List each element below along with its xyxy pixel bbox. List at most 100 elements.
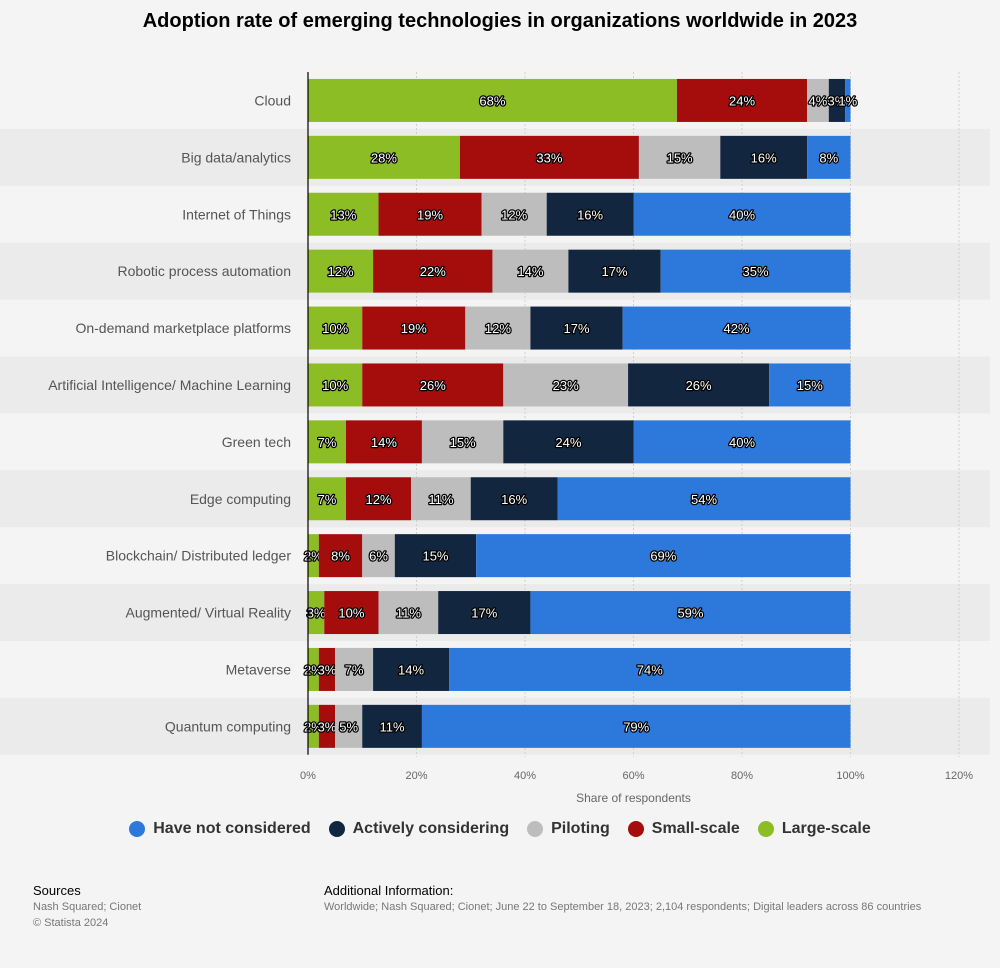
- bar-segment: [318, 534, 363, 578]
- data-label: 12%: [501, 207, 527, 222]
- category-label: Big data/analytics: [181, 149, 291, 165]
- bar-segment: [308, 135, 460, 179]
- bar-segment: [335, 704, 363, 748]
- bar-segment: [633, 420, 851, 464]
- category-label: Quantum computing: [165, 718, 291, 734]
- bar-segment: [362, 704, 422, 748]
- data-label: 3%: [318, 719, 337, 734]
- bar-segment: [530, 591, 851, 635]
- bar-segment: [568, 249, 661, 293]
- data-label: 12%: [485, 321, 511, 336]
- legend-item[interactable]: Piloting: [527, 820, 610, 838]
- data-label: 68%: [479, 93, 505, 108]
- x-tick-label: 80%: [731, 770, 753, 782]
- data-label: 11%: [396, 606, 421, 621]
- legend-label: Small-scale: [651, 820, 740, 837]
- bar-segment: [378, 591, 439, 635]
- legend-item[interactable]: Actively considering: [328, 820, 509, 838]
- bar-segment: [530, 306, 623, 350]
- data-label: 28%: [371, 150, 397, 165]
- data-label: 3%: [318, 662, 337, 677]
- bar-segment: [633, 192, 851, 236]
- data-label: 8%: [819, 150, 838, 165]
- bar-segment: [324, 591, 379, 635]
- bar-segment: [394, 534, 477, 578]
- data-label: 10%: [322, 378, 348, 393]
- category-label: Robotic process automation: [117, 263, 291, 279]
- bar-segment: [345, 420, 422, 464]
- bar-segment: [622, 306, 851, 350]
- stacked-bar-chart: 0% 20% 40% 60% 80% 100% 120% Share of responden…: [48, 72, 974, 805]
- bar-segment: [628, 363, 770, 407]
- bar-segment: [769, 363, 851, 407]
- x-tick-label: 20%: [405, 770, 427, 782]
- legend-item[interactable]: Have not considered: [129, 820, 311, 838]
- data-label: 12%: [366, 492, 392, 507]
- legend-item[interactable]: Large-scale: [757, 820, 871, 838]
- x-tick-label: 100%: [836, 770, 864, 782]
- data-label: 14%: [398, 662, 424, 677]
- data-label: 24%: [555, 435, 581, 450]
- x-tick-label: 60%: [622, 770, 644, 782]
- data-label: 69%: [650, 549, 676, 564]
- data-label: 26%: [420, 378, 446, 393]
- bar-segment: [308, 420, 346, 464]
- data-label: 3%: [307, 606, 326, 621]
- category-label: Cloud: [254, 92, 291, 108]
- bar-segment: [308, 534, 319, 578]
- data-label: 16%: [751, 150, 777, 165]
- legend-marker: [627, 821, 644, 837]
- data-label: 19%: [417, 207, 443, 222]
- data-label: 24%: [729, 93, 755, 108]
- data-label: 40%: [729, 207, 755, 222]
- x-tick-label: 40%: [514, 770, 536, 782]
- legend-label: Piloting: [551, 820, 610, 837]
- bar-segment: [676, 78, 808, 122]
- bar-segment: [373, 647, 450, 691]
- bar-segment: [308, 78, 677, 122]
- data-label: 10%: [322, 321, 348, 336]
- data-label: 15%: [667, 150, 693, 165]
- data-label: 22%: [420, 264, 446, 279]
- data-label: 14%: [517, 264, 543, 279]
- data-label: 4%: [809, 93, 828, 108]
- data-label: 35%: [743, 264, 769, 279]
- data-label: 59%: [677, 606, 703, 621]
- bar-segment: [492, 249, 569, 293]
- sources-line-1: Nash Squared; Cionet: [33, 901, 142, 913]
- data-label: 40%: [729, 435, 755, 450]
- legend-marker: [328, 821, 345, 837]
- bar-segment: [308, 192, 379, 236]
- data-label: 10%: [338, 606, 364, 621]
- bar-segment: [411, 477, 471, 521]
- bar-segment: [318, 704, 336, 748]
- data-label: 42%: [724, 321, 750, 336]
- bar-segment: [660, 249, 851, 293]
- bar-segment: [378, 192, 482, 236]
- bar-segment: [557, 477, 851, 521]
- data-label: 15%: [450, 435, 476, 450]
- data-label: 3%: [828, 93, 847, 108]
- category-label: Green tech: [222, 434, 291, 450]
- data-label: 17%: [564, 321, 590, 336]
- category-label: Metaverse: [226, 661, 292, 677]
- data-label: 17%: [471, 606, 497, 621]
- legend-item[interactable]: Small-scale: [627, 820, 740, 838]
- data-label: 7%: [318, 435, 337, 450]
- bar-segment: [308, 249, 374, 293]
- additional-info-heading: Additional Information:: [324, 883, 454, 898]
- x-axis-title: Share of respondents: [576, 791, 691, 805]
- data-label: 7%: [318, 492, 337, 507]
- bar-segment: [449, 647, 851, 691]
- data-label: 8%: [331, 549, 350, 564]
- bar-segment: [438, 591, 531, 635]
- bar-segment: [638, 135, 721, 179]
- data-label: 79%: [623, 719, 649, 734]
- data-label: 7%: [345, 662, 364, 677]
- bar-segment: [308, 477, 346, 521]
- data-label: 11%: [380, 719, 405, 734]
- sources-heading: Sources: [33, 883, 81, 898]
- legend-label: Large-scale: [781, 820, 871, 837]
- x-tick-label: 120%: [945, 770, 973, 782]
- bar-segment: [362, 363, 504, 407]
